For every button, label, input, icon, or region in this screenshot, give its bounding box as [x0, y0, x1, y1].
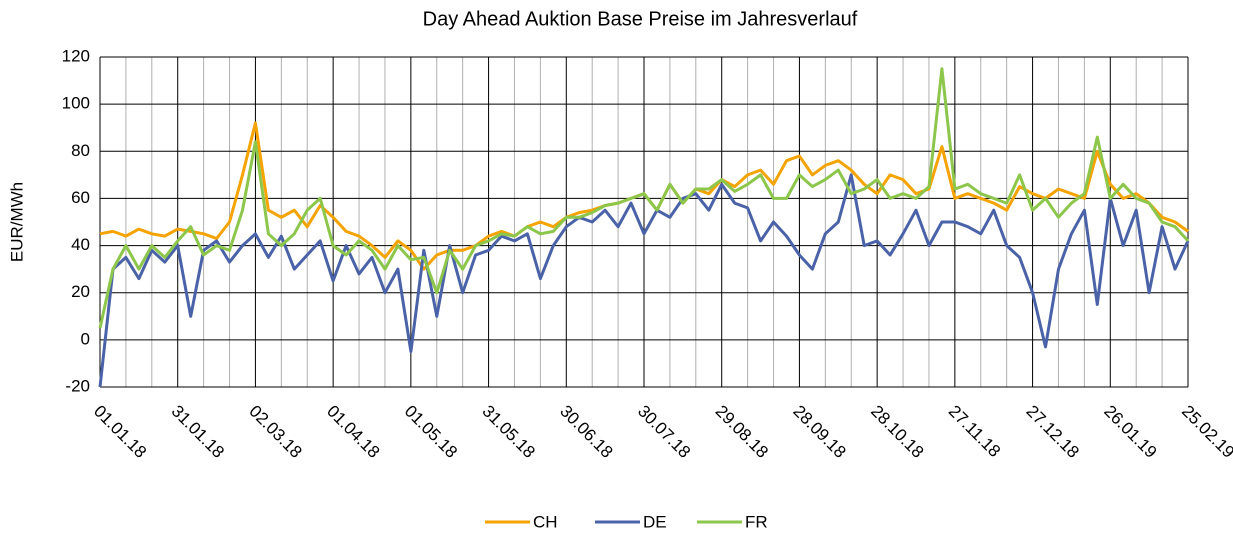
x-tick-label: 31.01.18 [168, 402, 228, 462]
y-tick-label: 80 [71, 141, 90, 160]
x-tick-label: 02.03.18 [245, 402, 305, 462]
x-tick-label: 31.05.18 [479, 402, 539, 462]
legend-label: FR [745, 512, 768, 531]
y-tick-label: 100 [62, 94, 90, 113]
x-tick-label: 28.09.18 [789, 402, 849, 462]
x-tick-label: 28.10.18 [867, 402, 927, 462]
legend-label: DE [643, 512, 667, 531]
y-tick-label: 0 [81, 329, 90, 348]
x-tick-label: 25.02.19 [1178, 402, 1233, 462]
y-tick-label: 60 [71, 188, 90, 207]
x-tick-label: 01.05.18 [401, 402, 461, 462]
x-tick-label: 29.08.18 [712, 402, 772, 462]
y-tick-label: 120 [62, 46, 90, 65]
x-tick-label: 26.01.19 [1100, 402, 1160, 462]
chart-title: Day Ahead Auktion Base Preise im Jahresv… [423, 8, 858, 30]
y-tick-label: 40 [71, 235, 90, 254]
x-tick-label: 27.11.18 [945, 402, 1004, 461]
x-tick-label: 01.04.18 [323, 402, 383, 462]
line-series [98, 67, 1190, 329]
line-series [98, 173, 1190, 388]
x-tick-label: 01.01.18 [90, 402, 150, 462]
x-tick-label: 30.06.18 [556, 402, 616, 462]
x-tick-label: 30.07.18 [634, 402, 694, 462]
y-tick-label: 20 [71, 282, 90, 301]
x-tick-label: 27.12.18 [1023, 402, 1083, 462]
y-axis-label: EUR/MWh [7, 182, 26, 262]
y-tick-label: -20 [65, 376, 90, 395]
legend-label: CH [533, 512, 558, 531]
